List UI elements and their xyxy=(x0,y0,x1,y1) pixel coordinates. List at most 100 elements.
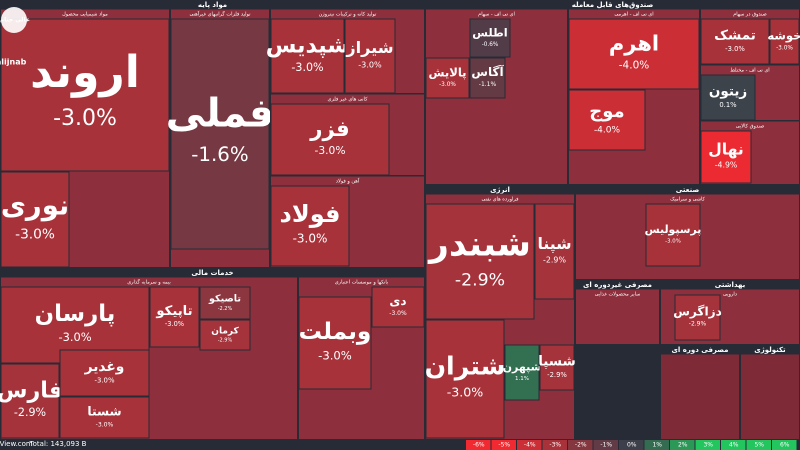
tile-name: شسپا xyxy=(538,353,576,369)
group xyxy=(575,288,660,345)
tile-change: -3.0% xyxy=(314,144,345,157)
tile-change: -3.0% xyxy=(15,227,55,243)
legend-label: 0% xyxy=(627,442,637,449)
legend-label: 5% xyxy=(754,442,764,449)
tile xyxy=(469,18,511,58)
tile-name: فملی xyxy=(166,91,274,137)
tile-change: -3.0% xyxy=(447,384,484,399)
tile-change: -4.0% xyxy=(619,60,649,72)
tile-change: -2.2% xyxy=(218,306,233,312)
tile-change: -3.0% xyxy=(776,45,793,51)
tile xyxy=(568,89,646,151)
tile-change: -2.9% xyxy=(455,270,505,290)
sector-header xyxy=(425,185,575,195)
legend-label: -1% xyxy=(600,442,612,449)
group-title: کاشی و سرامیک xyxy=(670,197,705,203)
sector-title: خدمات مالی xyxy=(191,269,233,277)
tile xyxy=(59,396,150,439)
tile-change: -2.9% xyxy=(543,256,566,265)
tile xyxy=(425,57,470,99)
tile-name: آگاس xyxy=(471,64,504,79)
tile xyxy=(0,363,60,439)
legend-swatch xyxy=(517,440,542,450)
tile-name: فارس xyxy=(0,378,63,404)
tile xyxy=(371,286,425,328)
tile xyxy=(0,18,170,172)
tile-change: -2.9% xyxy=(14,406,46,419)
group-title: آهن و فولاد xyxy=(336,178,360,185)
tile-name: شپنا xyxy=(537,234,571,254)
watermark: @Aalijnab xyxy=(0,58,27,67)
tile-name: شبندر xyxy=(427,224,531,264)
sector-header xyxy=(0,268,425,278)
sector-title: انرژی xyxy=(490,186,510,194)
sector-header xyxy=(425,0,800,10)
tile-change: -2.9% xyxy=(218,337,233,343)
tile xyxy=(59,349,150,397)
tile-change: -3.0% xyxy=(53,106,117,131)
tile-name: شیراز xyxy=(345,38,393,57)
sector-title: مصرفی غیردوره ای xyxy=(583,281,652,289)
group-title: تولید فلزات گرانبهای غیرآهنی xyxy=(189,11,251,18)
tile-name: پارسان xyxy=(35,301,116,327)
brand: BourseView.com xyxy=(0,440,33,448)
sector-header xyxy=(660,345,740,355)
tile xyxy=(645,203,701,267)
legend-swatch xyxy=(593,440,618,450)
group-title: تولید کانه و ترکیبات نیتروژن xyxy=(319,12,377,18)
tile-change: -3.0% xyxy=(95,377,115,385)
sector-header xyxy=(660,280,800,290)
logo: عالی جناب xyxy=(0,17,30,24)
group-title: بیمه و سرمایه گذاری xyxy=(127,279,171,286)
tile xyxy=(534,203,575,300)
tile-change: -3.0% xyxy=(96,421,114,428)
tile-change: 1.1% xyxy=(515,376,529,382)
tile-name: شتران xyxy=(425,352,506,382)
tile-name: تاپیکو xyxy=(155,304,192,319)
tile-change: -3.0% xyxy=(291,61,323,74)
sector-header xyxy=(575,185,800,195)
tile xyxy=(425,319,505,439)
tile-change: -2.9% xyxy=(547,371,567,379)
legend-swatch xyxy=(644,440,669,450)
tile xyxy=(298,296,372,390)
legend-label: -4% xyxy=(524,442,536,449)
tile-change: -3.0% xyxy=(389,310,407,317)
tile-change: -3.0% xyxy=(725,45,745,53)
legend-label: -6% xyxy=(473,442,485,449)
sector-header xyxy=(0,0,425,10)
legend-label: -5% xyxy=(498,442,510,449)
legend-label: 4% xyxy=(729,442,739,449)
total: Total: 143,093 B xyxy=(29,440,87,448)
group-title: ای تی اف - سهام xyxy=(478,12,515,18)
group-title: مواد شیمیایی محصول xyxy=(62,12,108,18)
tile xyxy=(199,319,251,351)
tile-name: پرسپولیس xyxy=(645,223,702,236)
tile xyxy=(700,18,770,65)
group-title: کانی های غیر فلزی xyxy=(328,97,369,103)
legend-label: -3% xyxy=(549,442,561,449)
group-title: بانکها و موسسات اعتباری xyxy=(335,280,388,286)
tile xyxy=(469,57,506,99)
legend-swatch xyxy=(772,440,797,450)
tile-name: خوشه xyxy=(767,29,800,44)
sector-title: تکنولوژی xyxy=(754,346,786,354)
tile-change: -0.6% xyxy=(482,42,499,48)
tile xyxy=(769,18,800,65)
legend-swatch xyxy=(568,440,593,450)
legend-label: 1% xyxy=(652,442,662,449)
tile xyxy=(149,286,200,348)
tile-change: -4.9% xyxy=(715,161,738,170)
sector-title: بهداشتی xyxy=(715,281,746,289)
tile-name: فولاد xyxy=(280,200,341,228)
tile xyxy=(170,18,270,250)
sector-title: مصرفی دوره ای xyxy=(671,346,728,354)
group-title: ای تی اف - اهرمی xyxy=(614,12,653,18)
legend-label: 6% xyxy=(780,442,790,449)
tile-name: شستا xyxy=(87,404,121,418)
tile xyxy=(568,18,700,90)
tile xyxy=(700,74,756,121)
tile-change: -1.1% xyxy=(479,81,497,88)
tile-name: پالایش xyxy=(428,65,466,79)
